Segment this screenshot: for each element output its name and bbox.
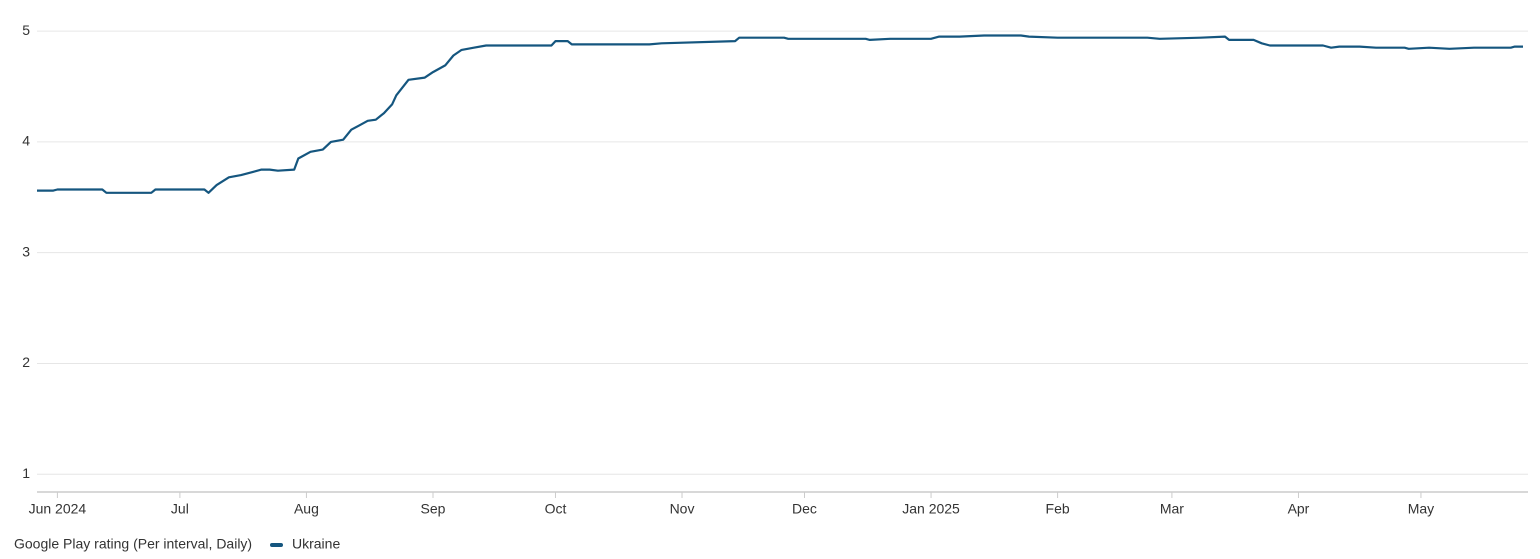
legend-title: Google Play rating (Per interval, Daily) [14,536,252,552]
x-tick-label: Jul [171,501,189,517]
legend-label: Ukraine [292,536,340,552]
data-line [37,34,1523,194]
x-tick-label: Mar [1160,501,1184,517]
x-tick-label: Sep [421,501,446,517]
x-tick-label: Jan 2025 [902,501,960,517]
x-tick-label: Aug [294,501,319,517]
y-tick-label: 1 [22,465,30,481]
x-tick-label: Dec [792,501,817,517]
y-tick-label: 2 [22,354,30,370]
x-tick-label: Apr [1288,501,1310,517]
legend-marker [270,543,283,547]
y-tick-label: 3 [22,243,30,259]
x-tick-label: Jun 2024 [29,501,87,517]
x-tick-label: Feb [1046,501,1070,517]
y-tick-label: 4 [22,133,30,149]
y-tick-label: 5 [22,22,30,38]
x-tick-label: Nov [670,501,695,517]
x-tick-label: May [1408,501,1434,517]
x-tick-label: Oct [545,501,567,517]
